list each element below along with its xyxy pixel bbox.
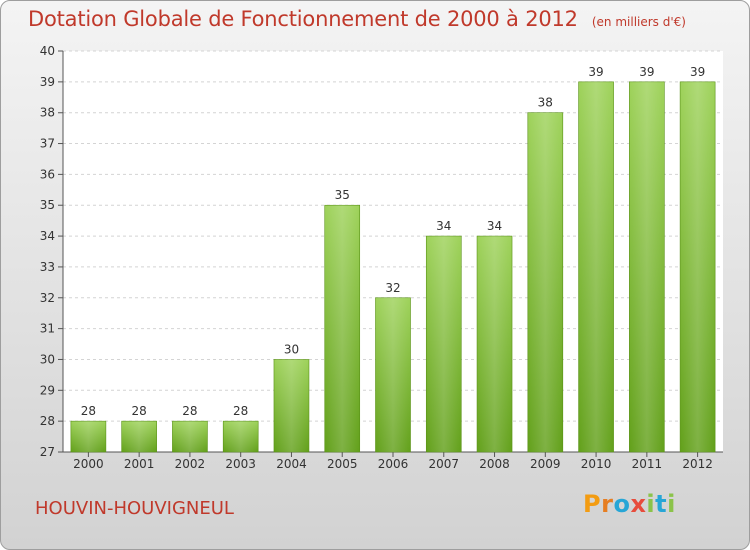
value-label-2002: 28: [182, 404, 197, 418]
bar-shine-2012: [680, 81, 716, 452]
bar-shine-2003: [223, 421, 259, 452]
proxiti-logo: Proxiti: [583, 490, 676, 518]
y-tick-label: 29: [40, 383, 55, 397]
y-tick-label: 27: [40, 445, 55, 459]
value-label-2007: 34: [436, 219, 451, 233]
bar-shine-2001: [121, 421, 157, 452]
bar-shine-2010: [578, 81, 614, 452]
x-tick-label-2001: 2001: [124, 457, 155, 471]
y-tick-label: 34: [40, 229, 55, 243]
y-tick-label: 35: [40, 198, 55, 212]
y-tick-label: 30: [40, 352, 55, 366]
y-tick-label: 38: [40, 106, 55, 120]
value-label-2009: 38: [538, 96, 553, 110]
value-label-2011: 39: [639, 65, 654, 79]
value-label-2008: 34: [487, 219, 502, 233]
x-tick-label-2008: 2008: [479, 457, 510, 471]
x-tick-label-2005: 2005: [327, 457, 358, 471]
chart-unit: (en milliers d'€): [591, 15, 686, 29]
x-tick-label-2007: 2007: [428, 457, 459, 471]
value-label-2000: 28: [81, 404, 96, 418]
value-label-2006: 32: [385, 281, 400, 295]
bar-shine-2007: [426, 236, 462, 452]
bar-shine-2006: [375, 297, 411, 452]
y-tick-label: 40: [40, 44, 55, 58]
bar-shine-2005: [324, 205, 360, 452]
bar-shine-2002: [172, 421, 208, 452]
bar-shine-2008: [477, 236, 513, 452]
chart-title: Dotation Globale de Fonctionnement de 20…: [28, 7, 686, 31]
x-tick-label-2012: 2012: [682, 457, 713, 471]
commune-name: HOUVIN-HOUVIGNEUL: [35, 498, 234, 519]
y-tick-label: 28: [40, 414, 55, 428]
x-tick-label-2006: 2006: [378, 457, 409, 471]
value-label-2001: 28: [132, 404, 147, 418]
value-label-2012: 39: [690, 65, 705, 79]
y-tick-label: 37: [40, 137, 55, 151]
x-tick-label-2010: 2010: [581, 457, 612, 471]
bar-shine-2004: [273, 359, 309, 452]
value-label-2005: 35: [335, 188, 350, 202]
x-tick-label-2009: 2009: [530, 457, 561, 471]
value-label-2010: 39: [588, 65, 603, 79]
bar-shine-2009: [527, 112, 563, 452]
y-tick-label: 31: [40, 322, 55, 336]
y-tick-label: 33: [40, 260, 55, 274]
y-tick-label: 39: [40, 75, 55, 89]
chart-title-text: Dotation Globale de Fonctionnement de 20…: [28, 7, 578, 31]
bar-shine-2000: [70, 421, 106, 452]
value-label-2003: 28: [233, 404, 248, 418]
x-tick-label-2000: 2000: [73, 457, 104, 471]
x-tick-label-2003: 2003: [225, 457, 256, 471]
bar-shine-2011: [629, 81, 665, 452]
value-label-2004: 30: [284, 342, 299, 356]
x-tick-label-2004: 2004: [276, 457, 307, 471]
x-tick-label-2002: 2002: [175, 457, 206, 471]
y-tick-label: 36: [40, 167, 55, 181]
y-tick-label: 32: [40, 291, 55, 305]
x-tick-label-2011: 2011: [632, 457, 663, 471]
